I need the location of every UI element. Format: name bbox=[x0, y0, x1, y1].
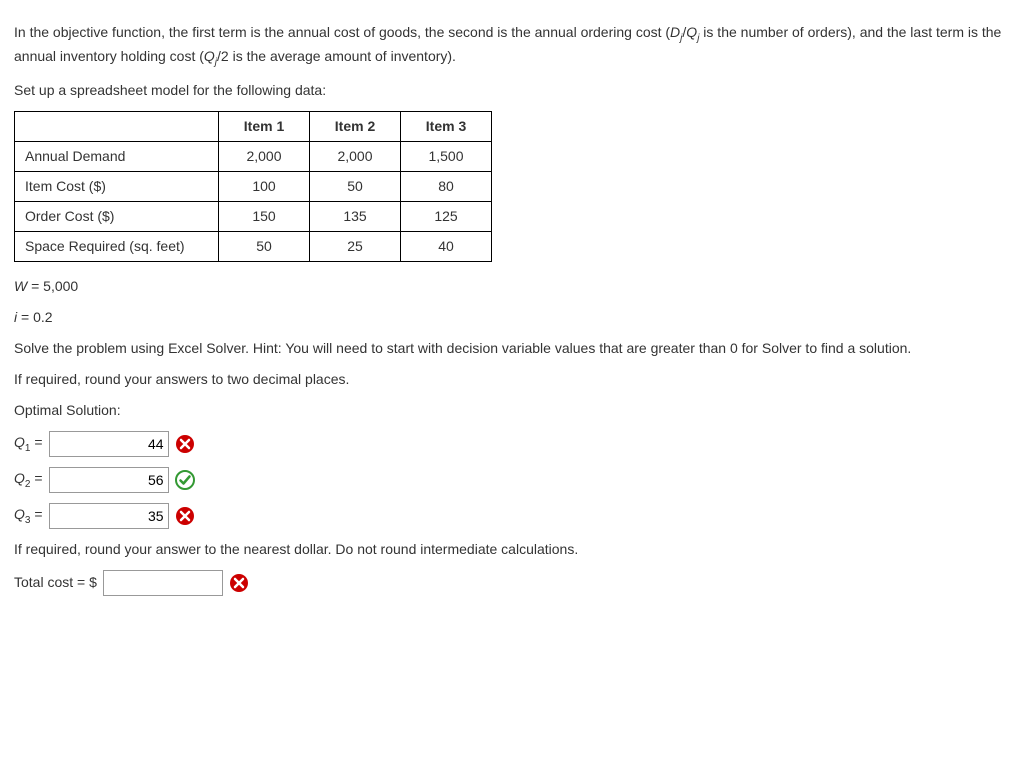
row-label: Order Cost ($) bbox=[15, 201, 219, 231]
answer-row-total: Total cost = $ bbox=[14, 570, 1010, 596]
optimal-solution-label: Optimal Solution: bbox=[14, 400, 1010, 421]
symbol-qj-2: Qj bbox=[204, 48, 217, 64]
instruction-round2: If required, round your answer to the ne… bbox=[14, 539, 1010, 560]
q1-input[interactable] bbox=[49, 431, 169, 457]
i-value: = 0.2 bbox=[17, 309, 52, 325]
param-w: W = 5,000 bbox=[14, 276, 1010, 297]
q3-input[interactable] bbox=[49, 503, 169, 529]
col-header: Item 3 bbox=[401, 111, 492, 141]
correct-icon bbox=[175, 470, 195, 490]
q3-label: Q3 = bbox=[14, 504, 43, 528]
cell: 2,000 bbox=[219, 141, 310, 171]
cell: 80 bbox=[401, 171, 492, 201]
cell: 135 bbox=[310, 201, 401, 231]
total-cost-input[interactable] bbox=[103, 570, 223, 596]
table-row: Item Cost ($) 100 50 80 bbox=[15, 171, 492, 201]
intro-paragraph-2: Set up a spreadsheet model for the follo… bbox=[14, 80, 1010, 101]
cell: 150 bbox=[219, 201, 310, 231]
table-corner bbox=[15, 111, 219, 141]
cell: 50 bbox=[219, 231, 310, 261]
table-row: Order Cost ($) 150 135 125 bbox=[15, 201, 492, 231]
cell: 2,000 bbox=[310, 141, 401, 171]
w-value: = 5,000 bbox=[27, 278, 78, 294]
w-symbol: W bbox=[14, 278, 27, 294]
wrong-icon bbox=[175, 434, 195, 454]
cell: 125 bbox=[401, 201, 492, 231]
answer-row-q1: Q1 = bbox=[14, 431, 1010, 457]
cell: 1,500 bbox=[401, 141, 492, 171]
cell: 25 bbox=[310, 231, 401, 261]
cell: 40 bbox=[401, 231, 492, 261]
total-cost-label: Total cost = $ bbox=[14, 572, 97, 593]
intro-text-a: In the objective function, the first ter… bbox=[14, 24, 670, 40]
col-header: Item 2 bbox=[310, 111, 401, 141]
instruction-round1: If required, round your answers to two d… bbox=[14, 369, 1010, 390]
answer-row-q3: Q3 = bbox=[14, 503, 1010, 529]
row-label: Annual Demand bbox=[15, 141, 219, 171]
symbol-dj: Dj bbox=[670, 24, 682, 40]
table-row: Space Required (sq. feet) 50 25 40 bbox=[15, 231, 492, 261]
cell: 100 bbox=[219, 171, 310, 201]
q1-label: Q1 = bbox=[14, 432, 43, 456]
q2-input[interactable] bbox=[49, 467, 169, 493]
data-table: Item 1 Item 2 Item 3 Annual Demand 2,000… bbox=[14, 111, 492, 262]
row-label: Space Required (sq. feet) bbox=[15, 231, 219, 261]
table-row: Annual Demand 2,000 2,000 1,500 bbox=[15, 141, 492, 171]
intro-paragraph-1: In the objective function, the first ter… bbox=[14, 22, 1010, 70]
intro-text-c: /2 is the average amount of inventory). bbox=[217, 48, 456, 64]
symbol-qj: Qj bbox=[686, 24, 699, 40]
param-i: i = 0.2 bbox=[14, 307, 1010, 328]
wrong-icon bbox=[229, 573, 249, 593]
answer-row-q2: Q2 = bbox=[14, 467, 1010, 493]
cell: 50 bbox=[310, 171, 401, 201]
instruction-solve: Solve the problem using Excel Solver. Hi… bbox=[14, 338, 1010, 359]
col-header: Item 1 bbox=[219, 111, 310, 141]
wrong-icon bbox=[175, 506, 195, 526]
table-header-row: Item 1 Item 2 Item 3 bbox=[15, 111, 492, 141]
row-label: Item Cost ($) bbox=[15, 171, 219, 201]
q2-label: Q2 = bbox=[14, 468, 43, 492]
